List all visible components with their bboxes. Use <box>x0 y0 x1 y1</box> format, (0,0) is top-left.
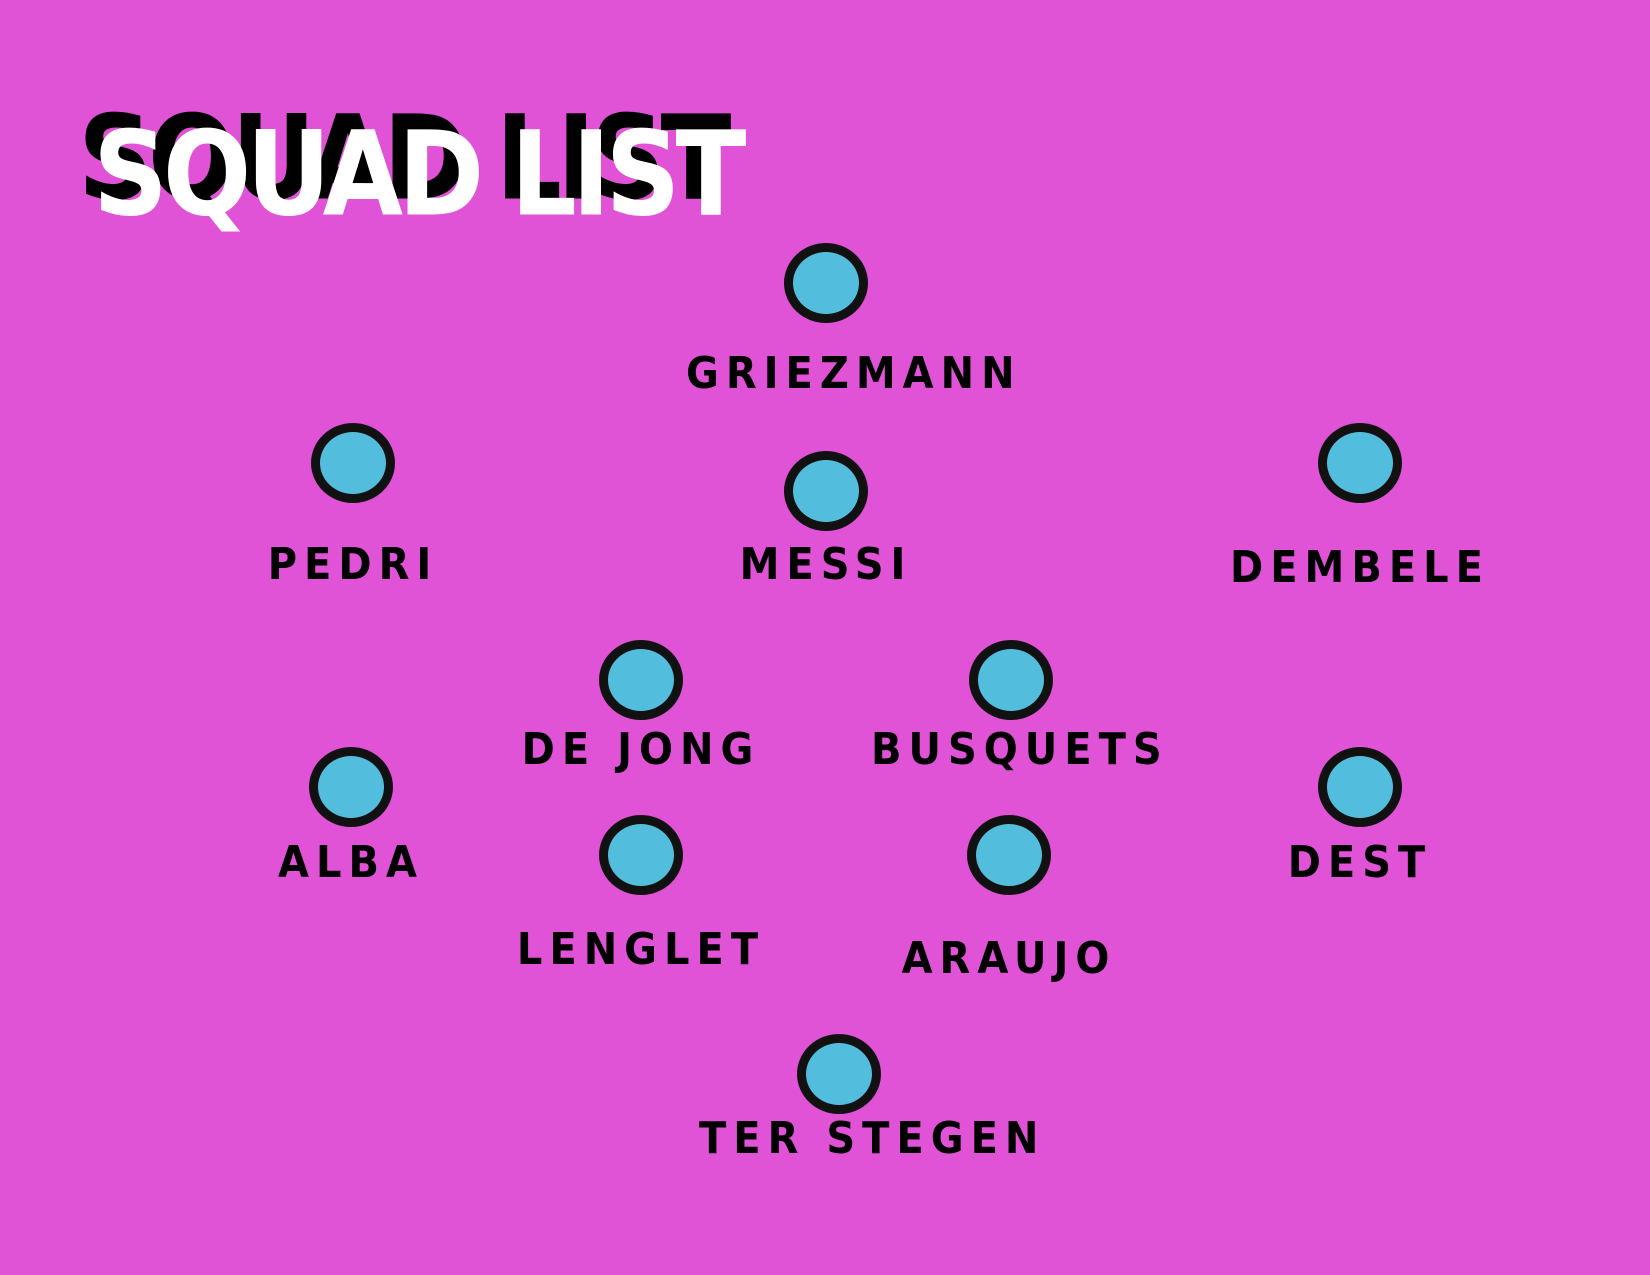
player-dot <box>1318 747 1402 827</box>
player-busquets: BUSQUETS <box>871 640 1169 800</box>
player-griezmann: GRIEZMANN <box>686 243 1022 403</box>
player-dembele: DEMBELE <box>1220 423 1500 590</box>
player-name: ALBA <box>278 838 424 888</box>
player-dot <box>599 815 683 895</box>
player-de-jong: DE JONG <box>501 640 781 800</box>
player-dot <box>784 451 868 531</box>
player-dot <box>967 815 1051 895</box>
player-dot <box>969 640 1053 720</box>
player-lenglet: LENGLET <box>501 815 781 975</box>
player-name: DEMBELE <box>1230 543 1490 593</box>
player-name: TER STEGEN <box>699 1114 1046 1164</box>
player-ter-stegen: TER STEGEN <box>699 1034 1046 1194</box>
player-name: MESSI <box>739 540 913 590</box>
player-dot <box>797 1034 881 1114</box>
player-name: DEST <box>1287 838 1433 888</box>
player-dot <box>599 640 683 720</box>
player-dest: DEST <box>1220 747 1500 907</box>
player-dot <box>309 747 393 827</box>
player-name: BUSQUETS <box>871 725 1169 775</box>
player-dot <box>784 243 868 323</box>
player-name: LENGLET <box>516 925 766 975</box>
player-araujo: ARAUJO <box>869 815 1149 981</box>
player-name: ARAUJO <box>901 934 1117 984</box>
player-name: DE JONG <box>521 725 761 775</box>
player-pedri: PEDRI <box>213 423 493 590</box>
player-name: GRIEZMANN <box>686 349 1022 399</box>
player-messi: MESSI <box>686 451 966 611</box>
title-block: SQUAD LIST SQUAD LIST <box>78 100 746 250</box>
player-dot <box>311 423 395 503</box>
player-name: PEDRI <box>267 540 439 590</box>
player-alba: ALBA <box>211 747 491 907</box>
page-title: SQUAD LIST <box>93 105 746 243</box>
player-dot <box>1318 423 1402 503</box>
page-title-shadow: SQUAD LIST <box>78 89 731 227</box>
